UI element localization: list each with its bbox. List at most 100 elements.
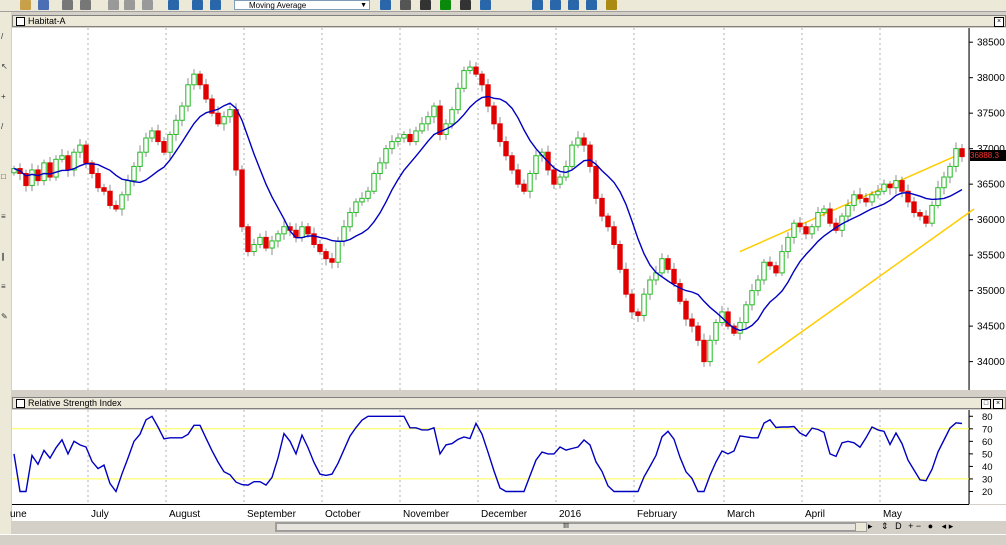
candle-body [641,293,647,316]
candle-body [281,226,287,235]
rsi-panel-titlebar: Relative Strength Index □ × [12,397,1006,409]
rsi-y-tick-label: 50 [982,449,993,460]
candle-body [317,243,323,253]
candle-body [23,173,29,187]
chevron-down-icon[interactable]: ▼ [360,2,367,9]
y-tick-label: 37000 [977,144,1005,155]
candle-body [149,130,155,139]
rsi-y-tick-label: 20 [982,487,993,498]
formula-icon[interactable] [420,0,431,10]
indicator-select[interactable]: Moving Average ▼ [234,0,370,10]
candle-body [323,251,329,260]
close-icon[interactable]: × [993,399,1003,409]
candle-body [41,162,47,182]
y-tick-label: 35000 [977,286,1005,297]
candle-body [683,300,689,320]
candle-body [527,173,533,192]
tools-icon[interactable] [400,0,411,10]
navigation-controls: ▸ ⇕ D + − ● ◂ ▸ [868,521,1006,533]
prev-icon[interactable]: ◂ [941,521,947,531]
next-icon[interactable]: ▸ [948,521,954,531]
tile-horizontal-icon[interactable] [568,0,579,10]
zoom-icon[interactable] [210,0,221,10]
candle-body [611,226,617,245]
open-icon[interactable] [20,0,31,10]
panel-checkbox-icon[interactable] [16,17,25,26]
rect-tool-icon[interactable]: □ [1,172,6,181]
undo-icon[interactable] [168,0,179,10]
candle-body [425,116,431,125]
pencil-tool-icon[interactable]: ✎ [1,312,8,321]
line-tool-icon[interactable]: / [1,32,4,41]
fib-tool-icon[interactable]: ≡ [1,212,6,221]
reset-icon[interactable]: ● [927,521,934,531]
candle-body [263,236,269,249]
candle-body [71,151,77,171]
scrollbar-thumb[interactable]: III [276,523,856,531]
save-icon[interactable] [38,0,49,10]
close-icon[interactable]: × [994,17,1004,27]
dollar-icon[interactable] [440,0,451,10]
settings-icon[interactable] [606,0,617,10]
paste-icon[interactable] [142,0,153,10]
candle-body [269,240,275,249]
candle-body [305,226,311,235]
channel-tool-icon[interactable]: ∥ [1,252,5,261]
candle-body [119,194,125,210]
candle-body [947,165,953,178]
candle-body [77,144,83,153]
candle-body [557,176,563,185]
trend-tool-icon[interactable]: / [1,122,4,131]
candle-body [701,339,707,363]
print-icon[interactable] [62,0,73,10]
cross-tool-icon[interactable]: + [1,92,6,101]
crosshair-icon[interactable] [192,0,203,10]
arrow-tool-icon[interactable]: ↖ [1,62,8,71]
tile-vertical-icon[interactable] [550,0,561,10]
candle-body [191,73,197,86]
candle-body [599,197,605,217]
channel-lower-line [757,208,975,364]
zoom-in-icon[interactable]: + [908,521,914,531]
panel-checkbox-icon[interactable] [16,399,25,408]
candle-body [623,268,629,295]
zoom-out-icon[interactable]: − [915,521,922,531]
period-button[interactable]: D [895,521,902,531]
candle-body [743,304,749,324]
scroll-grip: III [563,523,569,530]
candle-body [197,73,203,86]
candle-body [467,66,473,72]
preview-icon[interactable] [80,0,91,10]
candle-body [377,162,383,175]
candle-body [761,261,767,281]
candle-body [299,226,305,238]
candle-body [437,105,443,135]
cut-icon[interactable] [108,0,119,10]
candle-body [785,236,791,253]
candle-body [137,151,143,167]
binoculars-icon[interactable] [460,0,471,10]
scroll-right-icon[interactable]: ▸ [868,521,873,531]
candle-body [533,155,539,175]
candle-body [809,226,815,235]
grid-icon[interactable] [586,0,597,10]
copy-icon[interactable] [124,0,135,10]
candle-body [203,84,209,100]
text-tool-icon[interactable]: ≡ [1,282,6,291]
rsi-panel-title: Relative Strength Index [28,398,122,408]
help-icon[interactable] [480,0,491,10]
candle-body [659,258,665,274]
candle-body [575,137,581,146]
maximize-icon[interactable]: □ [981,399,991,409]
candle-body [347,212,353,228]
candle-body [737,322,743,334]
candle-body [671,268,677,285]
candle-body [83,144,89,164]
indicator-icon[interactable] [380,0,391,10]
candle-body [869,194,875,203]
horizontal-scrollbar[interactable]: III [275,522,867,532]
candle-body [389,141,395,150]
sync-icon[interactable]: ⇕ [881,521,889,531]
window-icon[interactable] [532,0,543,10]
candle-body [179,105,185,121]
